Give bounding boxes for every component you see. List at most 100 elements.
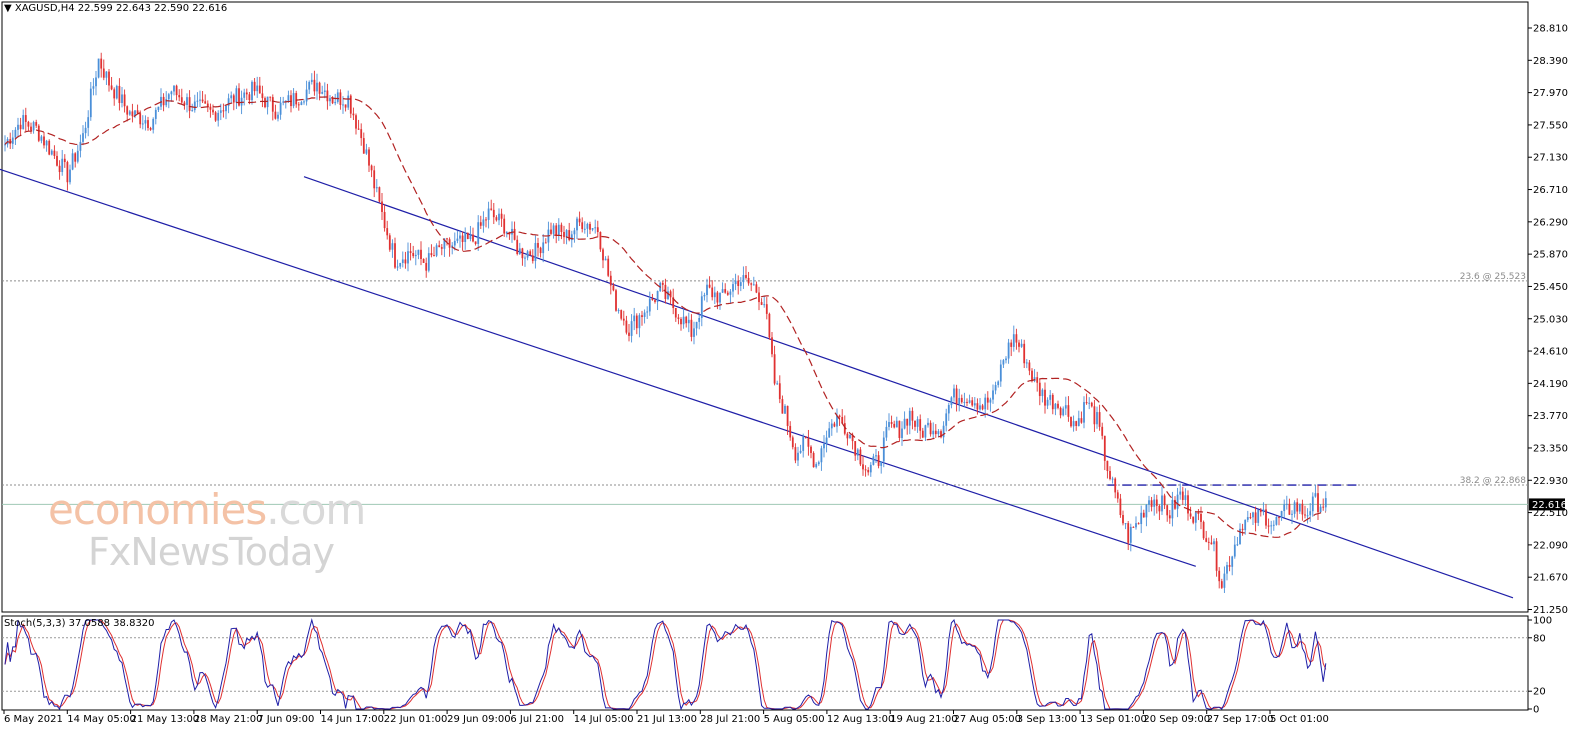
candle-body (271, 97, 274, 112)
candle-body (599, 232, 602, 250)
candle-body (1067, 405, 1070, 417)
stoch-tick-label: 80 (1533, 633, 1546, 644)
stoch-pane[interactable] (1, 615, 1529, 711)
candle-body (344, 104, 347, 108)
candle-body (1207, 541, 1210, 543)
channel-lines[interactable] (0, 167, 1514, 599)
candle-body (1150, 500, 1153, 507)
candle-body (737, 280, 740, 286)
candle-body (940, 431, 942, 438)
candle-body (760, 302, 763, 305)
candle-body (199, 99, 201, 101)
symbol-menu-icon[interactable]: ▼ (4, 3, 12, 14)
current-price-label: 22.616 (1532, 500, 1567, 511)
candle-body (217, 112, 220, 121)
candle-body (1072, 421, 1075, 427)
time-tick-label: 3 Sep 13:00 (1017, 714, 1077, 725)
candle-body (370, 165, 373, 171)
candle-body (1322, 506, 1325, 508)
candle-body (786, 405, 789, 426)
candle-body (1171, 499, 1174, 519)
candle-body (128, 111, 131, 115)
candle-body (321, 91, 324, 94)
candle-body (427, 253, 430, 271)
candle-body (22, 115, 25, 130)
candle-body (955, 388, 958, 404)
candle-body (287, 95, 290, 101)
time-tick-label: 29 Jun 09:00 (447, 714, 511, 725)
candle-body (1161, 495, 1163, 512)
candle-body (1220, 581, 1223, 588)
candle-body (422, 258, 425, 263)
candle-body (1233, 544, 1236, 557)
candle-body (326, 90, 329, 102)
candle-body (113, 89, 116, 99)
price-tick-label: 28.810 (1533, 24, 1568, 35)
candle-body (932, 430, 935, 435)
candle-body (349, 95, 352, 114)
candle-body (115, 85, 118, 99)
candle-body (503, 218, 506, 234)
candle-body (1223, 573, 1226, 588)
candle-body (893, 423, 896, 428)
candle-body (672, 297, 675, 309)
candle-body (916, 419, 919, 427)
candle-body (971, 400, 974, 406)
candle-body (368, 149, 370, 166)
candle-body (196, 100, 199, 102)
candle-body (290, 95, 292, 107)
candle-body (997, 381, 1000, 386)
candle-body (183, 102, 186, 105)
candle-body (126, 106, 129, 115)
candle-body (677, 317, 680, 319)
candle-body (1205, 538, 1208, 542)
candle-body (170, 91, 173, 95)
candle-body (477, 222, 480, 244)
candle-body (1192, 516, 1195, 523)
candle-body (542, 242, 545, 254)
candle-body (950, 397, 953, 406)
candle-body (82, 133, 84, 142)
candle-body (50, 150, 53, 155)
candle-body (960, 397, 963, 403)
candle-body (596, 227, 599, 233)
candle-body (347, 95, 350, 108)
candle-body (929, 422, 932, 435)
candle-body (703, 295, 706, 297)
candle-body (253, 81, 256, 92)
candle-body (726, 292, 729, 295)
candles (4, 52, 1327, 593)
candle-body (1088, 402, 1091, 404)
candle-body (1085, 402, 1088, 404)
candle-body (989, 399, 992, 403)
candle-body (734, 280, 737, 285)
candle-body (479, 222, 482, 226)
candle-body (331, 98, 334, 104)
candle-body (838, 415, 841, 417)
candle-body (485, 219, 487, 221)
candle-body (752, 284, 755, 286)
candle-body (11, 137, 14, 144)
candle-body (758, 292, 760, 303)
main-pane[interactable] (1, 1, 1529, 613)
candle-body (1267, 525, 1270, 527)
candle-body (633, 315, 636, 322)
candle-body (1226, 565, 1228, 574)
candle-body (661, 282, 664, 285)
candle-body (147, 120, 149, 128)
candle-body (53, 150, 56, 156)
candle-body (256, 85, 259, 92)
candle-body (1010, 342, 1013, 347)
candle-body (1018, 342, 1020, 347)
candle-body (269, 96, 272, 98)
candle-body (295, 93, 298, 105)
candle-body (102, 68, 105, 78)
candle-body (446, 238, 448, 240)
candle-body (654, 300, 656, 302)
candle-body (1090, 402, 1093, 407)
candle-body (401, 259, 404, 263)
candle-body (1215, 541, 1218, 571)
candle-body (204, 101, 207, 104)
candle-body (1114, 478, 1117, 493)
